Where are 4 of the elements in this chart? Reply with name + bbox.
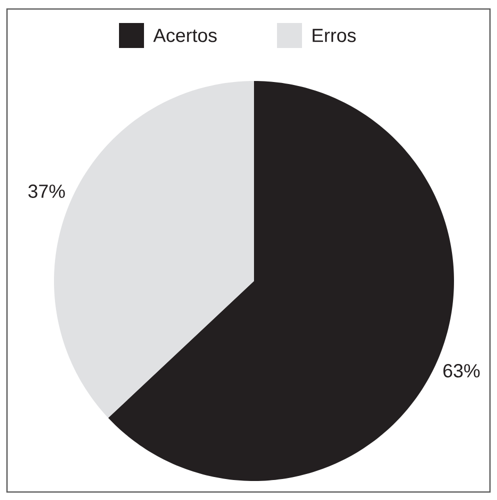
- legend-label: Acertos: [153, 28, 217, 42]
- data-label: 63%: [443, 364, 480, 378]
- legend-label: Erros: [312, 28, 356, 42]
- data-label: 37%: [28, 184, 65, 198]
